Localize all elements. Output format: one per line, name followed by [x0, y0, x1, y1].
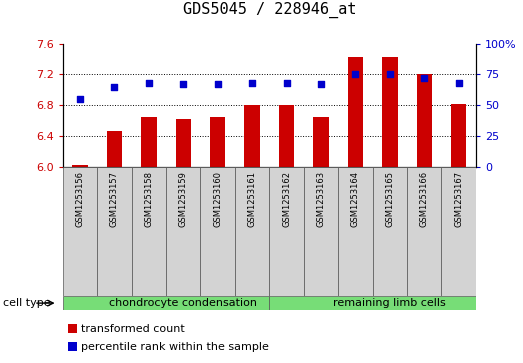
Point — [76, 96, 84, 102]
Bar — [338, 167, 372, 296]
Bar — [269, 167, 304, 296]
Point — [248, 80, 256, 86]
Text: GSM1253165: GSM1253165 — [385, 171, 394, 227]
Bar — [441, 167, 476, 296]
Text: GSM1253164: GSM1253164 — [351, 171, 360, 227]
Bar — [407, 167, 441, 296]
Point — [282, 80, 291, 86]
Point — [110, 84, 119, 90]
Text: percentile rank within the sample: percentile rank within the sample — [81, 342, 269, 352]
Bar — [416, 74, 432, 167]
Point — [420, 75, 428, 81]
Text: GSM1253156: GSM1253156 — [75, 171, 85, 227]
Bar — [348, 57, 363, 167]
Text: GSM1253167: GSM1253167 — [454, 171, 463, 227]
Bar — [97, 167, 132, 296]
Text: GSM1253163: GSM1253163 — [316, 171, 325, 227]
Point — [385, 72, 394, 77]
Point — [317, 81, 325, 87]
Text: GSM1253159: GSM1253159 — [179, 171, 188, 227]
Bar — [451, 104, 467, 167]
Bar — [200, 167, 235, 296]
Bar — [63, 296, 269, 310]
Bar — [63, 167, 97, 296]
Bar — [304, 167, 338, 296]
Text: GSM1253160: GSM1253160 — [213, 171, 222, 227]
Bar — [382, 57, 397, 167]
Bar — [166, 167, 200, 296]
Text: GSM1253157: GSM1253157 — [110, 171, 119, 227]
Point — [351, 72, 360, 77]
Text: GSM1253166: GSM1253166 — [420, 171, 429, 227]
Text: GSM1253161: GSM1253161 — [247, 171, 257, 227]
Bar — [141, 117, 156, 167]
Text: transformed count: transformed count — [81, 323, 185, 334]
Bar — [313, 117, 329, 167]
Bar — [107, 131, 122, 167]
Text: GSM1253162: GSM1253162 — [282, 171, 291, 227]
Point — [179, 81, 187, 87]
Text: GSM1253158: GSM1253158 — [144, 171, 153, 227]
Bar — [235, 167, 269, 296]
Text: chondrocyte condensation: chondrocyte condensation — [109, 298, 257, 308]
Bar — [372, 167, 407, 296]
Bar — [176, 119, 191, 167]
Bar — [279, 105, 294, 167]
Bar — [68, 342, 77, 351]
Point — [213, 81, 222, 87]
Bar — [72, 166, 88, 167]
Text: remaining limb cells: remaining limb cells — [334, 298, 446, 308]
Bar — [210, 117, 225, 167]
Text: cell type: cell type — [3, 298, 50, 308]
Point — [145, 80, 153, 86]
Text: GDS5045 / 228946_at: GDS5045 / 228946_at — [183, 2, 356, 18]
Bar — [269, 296, 476, 310]
Point — [454, 80, 463, 86]
Bar — [244, 105, 260, 167]
Bar — [68, 324, 77, 333]
Bar — [132, 167, 166, 296]
